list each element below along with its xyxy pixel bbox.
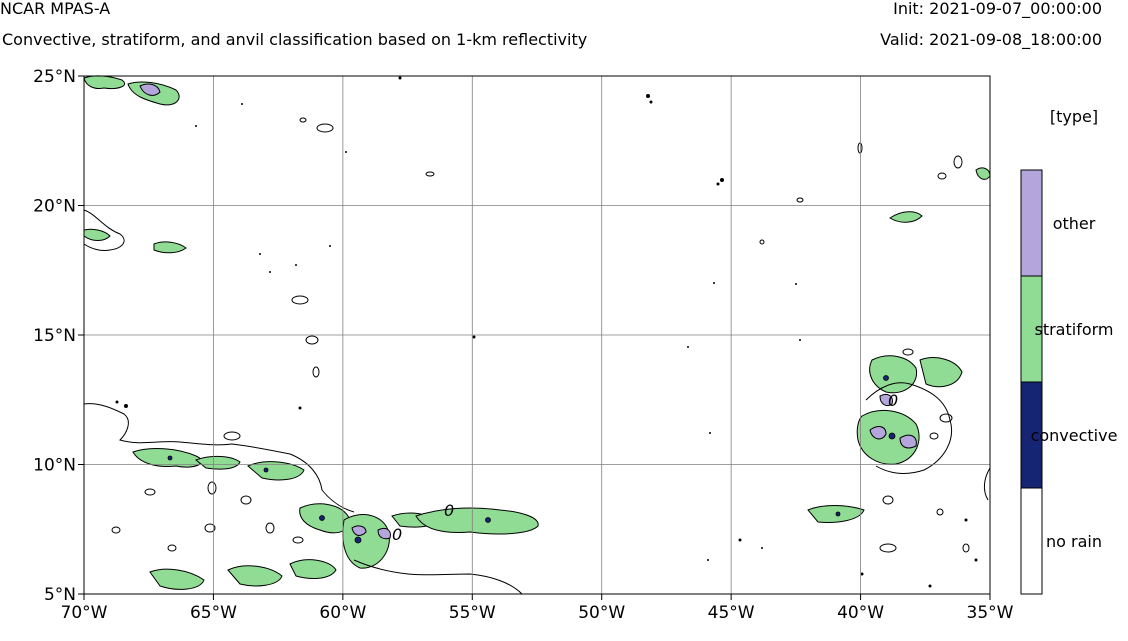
legend-entry-label: convective	[1031, 426, 1118, 445]
legend-title: [type]	[1050, 107, 1098, 126]
legend-entry-label: stratiform	[1034, 320, 1113, 339]
legend-colorbar	[1020, 169, 1043, 595]
legend-swatch	[1020, 169, 1043, 277]
lat-tick-label: 15°N	[33, 326, 76, 346]
lat-tick-label: 10°N	[33, 456, 76, 476]
legend-entry-label: no rain	[1046, 532, 1102, 551]
lat-tick-label: 5°N	[44, 585, 76, 605]
anvil-other-regions	[139, 83, 917, 540]
scattered-cells	[111, 117, 970, 553]
lon-tick-label: 65°W	[190, 603, 237, 623]
model-title: NCAR MPAS-A	[0, 0, 111, 18]
lon-tick-label: 60°W	[319, 603, 366, 623]
legend: [type] other stratiform convective no rain	[1020, 107, 1118, 595]
precipitation-features: 0 0 0	[83, 75, 991, 595]
init-time: Init: 2021-09-07_00:00:00	[893, 0, 1102, 18]
contour-labels: 0 0 0	[392, 391, 898, 544]
contour-label: 0	[444, 501, 454, 520]
legend-entry-label: other	[1053, 214, 1096, 233]
legend-swatch	[1020, 487, 1043, 595]
lon-tick-label: 35°W	[967, 603, 1014, 623]
lon-tick-label: 55°W	[449, 603, 496, 623]
axis-tick-labels: 70°W 65°W 60°W 55°W 50°W 45°W 40°W 35°W 25°N 20°N…	[33, 67, 1014, 623]
outer-contours	[83, 209, 991, 595]
lon-tick-label: 50°W	[578, 603, 625, 623]
lat-tick-label: 20°N	[33, 197, 76, 217]
convective-cores	[167, 375, 896, 544]
isolated-points	[115, 76, 978, 588]
contour-label: 0	[888, 391, 898, 410]
contour-label: 0	[392, 525, 402, 544]
lon-tick-label: 70°W	[61, 603, 108, 623]
legend-labels: other stratiform convective no rain	[1031, 214, 1118, 551]
stratiform-regions	[83, 75, 991, 590]
valid-time: Valid: 2021-09-08_18:00:00	[880, 30, 1102, 49]
axis-ticks	[78, 75, 991, 600]
lon-tick-label: 45°W	[708, 603, 755, 623]
lat-tick-label: 25°N	[33, 67, 76, 87]
figure-subtitle: Convective, stratiform, and anvil classi…	[2, 30, 588, 49]
lon-tick-label: 40°W	[837, 603, 884, 623]
